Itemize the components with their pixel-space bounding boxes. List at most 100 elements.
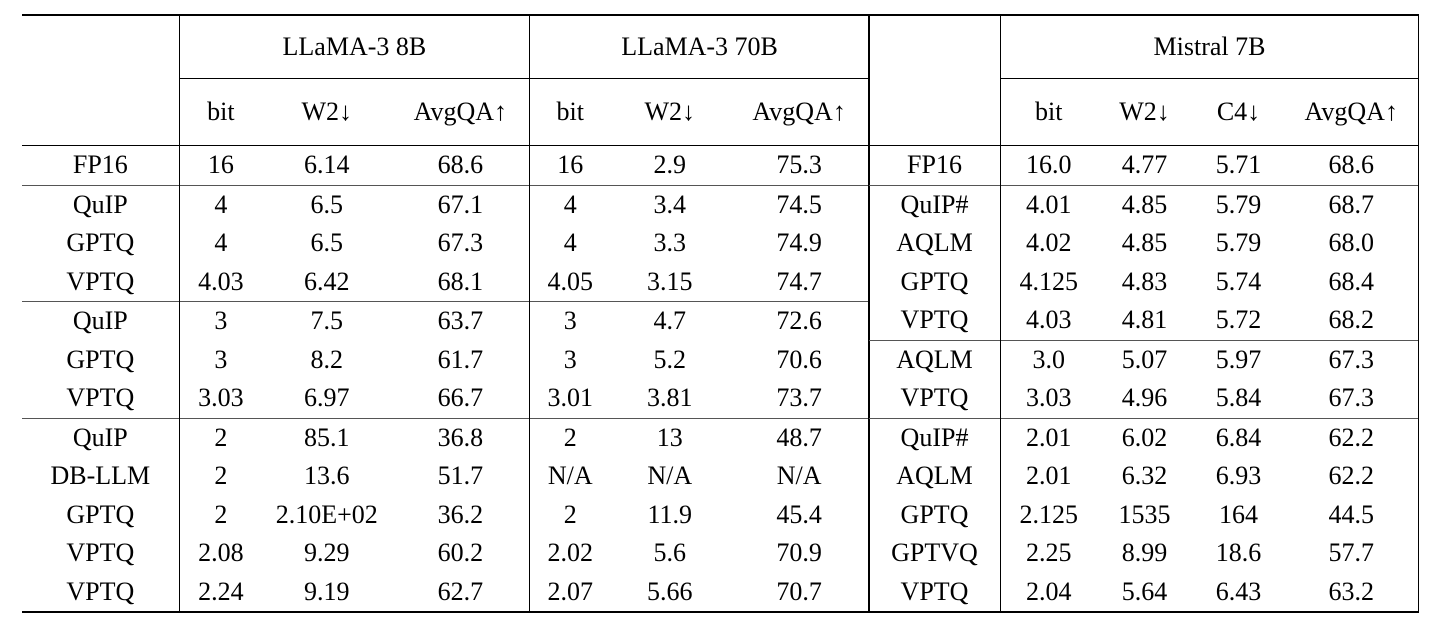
table-cell: 9.29 — [304, 538, 350, 568]
table-cell: 3 — [529, 301, 611, 341]
table-cell: 4.03 — [178, 262, 262, 302]
table-cell: 3.01 — [547, 383, 593, 413]
table-cell: 6.02 — [1096, 417, 1193, 457]
table-cell: 2.01 — [1000, 417, 1097, 457]
table-cell: 164 — [1219, 499, 1258, 529]
table-row: QuIP 4 6.5 67.1 4 3.4 74.5 — [22, 184, 871, 224]
table-cell: 4 — [563, 228, 577, 258]
table-cell: 5.71 — [1192, 145, 1285, 185]
table-row: VPTQ 2.04 5.64 6.43 63.2 — [868, 572, 1420, 613]
table-cell: 6.32 — [1121, 461, 1168, 491]
table-cell: 4.7 — [610, 301, 730, 341]
table-cell: 5.97 — [1192, 339, 1285, 379]
table-row: QuIP 3 7.5 63.7 3 4.7 72.6 — [22, 301, 871, 341]
row-method-label: FP16 — [868, 145, 1001, 185]
col-header-8b-w2: W2↓ — [262, 78, 392, 146]
table-cell: 3 — [178, 301, 262, 341]
row-method-label: QuIP# — [868, 184, 1001, 224]
table-cell: 4.125 — [1000, 262, 1097, 301]
table-cell: 62.2 — [1284, 417, 1420, 457]
table-cell: 7.5 — [262, 301, 392, 341]
table-cell: 4.77 — [1096, 145, 1193, 185]
table-cell: 85.1 — [262, 417, 392, 457]
blank-header-method-mistral — [868, 78, 1001, 146]
column-header-row: bit W2↓ AvgQA↑ bit W2↓ AvgQA↑ — [22, 78, 871, 146]
table-row: GPTQ 4.125 4.83 5.74 68.4 — [868, 262, 1420, 301]
col-header-8b-bit: bit — [178, 78, 262, 146]
table-row: DB-LLM 2 13.6 51.7 N/A N/A N/A — [22, 457, 871, 496]
table-cell: 4.85 — [1121, 228, 1168, 258]
table-cell: 13.6 — [304, 461, 350, 491]
table-cell: 4 — [529, 184, 611, 224]
table-cell: 2.125 — [1000, 495, 1097, 534]
col-header-mistral-w2: W2↓ — [1096, 78, 1193, 146]
row-method-label: QuIP — [22, 417, 180, 457]
row-method-label: GPTQ — [868, 262, 1001, 301]
table-cell: 5.84 — [1215, 383, 1262, 413]
table-cell: 2.02 — [547, 538, 593, 568]
table-cell: 6.43 — [1192, 572, 1285, 613]
table-cell: 11.9 — [647, 499, 693, 529]
row-method-label: QuIP# — [868, 417, 1001, 457]
table-cell: 2 — [178, 457, 262, 496]
table-row: VPTQ 3.03 4.96 5.84 67.3 — [868, 379, 1420, 418]
row-method-label: QuIP — [22, 184, 180, 224]
table-cell: 67.3 — [1284, 379, 1420, 418]
table-cell: 74.5 — [729, 184, 871, 224]
group-header-llama3-70b: LLaMA-3 70B — [529, 14, 870, 79]
table-cell: 9.19 — [262, 572, 392, 613]
row-method-label: GPTQ — [868, 495, 1001, 534]
table-cell: 3.4 — [610, 184, 730, 224]
table-cell: 36.2 — [391, 495, 531, 534]
row-method-label: VPTQ — [868, 572, 1001, 613]
table-cell: 2.08 — [178, 534, 262, 573]
table-row: VPTQ 3.03 6.97 66.7 3.01 3.81 73.7 — [22, 379, 871, 418]
table-cell: 2.9 — [610, 145, 730, 185]
table-cell: 75.3 — [729, 145, 871, 185]
row-method-label: VPTQ — [66, 266, 135, 296]
left-table-head: LLaMA-3 8B LLaMA-3 70B bit W2↓ AvgQA↑ bi… — [22, 14, 871, 146]
col-header-mistral-c4: C4↓ — [1192, 78, 1285, 146]
table-cell: 2.04 — [1000, 572, 1097, 613]
table-cell: 6.93 — [1215, 461, 1262, 491]
left-table-body: FP16 16 6.14 68.6 16 2.9 75.3 QuIP 4 6.5 67.1 4 3.4 7… — [22, 145, 871, 613]
table-row: GPTQ 3 8.2 61.7 3 5.2 70.6 — [22, 340, 871, 379]
table-cell: 2.24 — [178, 572, 262, 613]
mistral-results-table: Mistral 7B bit W2↓ C4↓ AvgQA↑ FP16 16.0 4.… — [868, 14, 1420, 613]
table-cell: 2 — [563, 499, 577, 529]
corner-blank-mistral — [868, 14, 1001, 79]
table-cell: 3 — [178, 340, 262, 379]
table-cell: 48.7 — [729, 417, 871, 457]
table-cell: 3 — [563, 344, 577, 374]
row-method-label: GPTQ — [66, 228, 135, 258]
table-cell: 68.2 — [1284, 301, 1420, 340]
row-method-label: QuIP — [22, 301, 180, 341]
table-cell: 4.03 — [1000, 301, 1097, 340]
table-cell: 5.6 — [653, 538, 687, 568]
table-cell: 70.6 — [729, 340, 871, 379]
table-cell: 18.6 — [1215, 538, 1262, 568]
table-row: AQLM 2.01 6.32 6.93 62.2 — [868, 457, 1420, 496]
table-cell: 4 — [178, 184, 262, 224]
table-cell: 5.72 — [1215, 305, 1262, 335]
table-cell: 70.9 — [729, 534, 871, 573]
table-row: GPTQ 4 6.5 67.3 4 3.3 74.9 — [22, 224, 871, 263]
row-method-label: AQLM — [868, 339, 1001, 379]
table-cell: 5.07 — [1096, 339, 1193, 379]
table-cell: 6.5 — [310, 228, 344, 258]
group-header-mistral-7b: Mistral 7B — [999, 14, 1420, 79]
table-cell: 57.7 — [1284, 534, 1420, 573]
table-cell: 16 — [529, 145, 611, 185]
table-row: FP16 16.0 4.77 5.71 68.6 — [868, 145, 1420, 185]
table-cell: 5.66 — [610, 572, 730, 613]
table-row: QuIP 2 85.1 36.8 2 13 48.7 — [22, 417, 871, 457]
table-cell: 74.9 — [729, 224, 871, 263]
table-cell: 5.2 — [653, 344, 687, 374]
table-cell: 4.05 — [547, 266, 593, 296]
table-row: VPTQ 2.24 9.19 62.7 2.07 5.66 70.7 — [22, 572, 871, 613]
table-cell: 67.1 — [391, 184, 531, 224]
group-header-llama3-8b: LLaMA-3 8B — [178, 14, 531, 79]
col-header-70b-bit: bit — [529, 78, 611, 146]
table-cell: 72.6 — [729, 301, 871, 341]
table-cell: 6.97 — [304, 383, 350, 413]
